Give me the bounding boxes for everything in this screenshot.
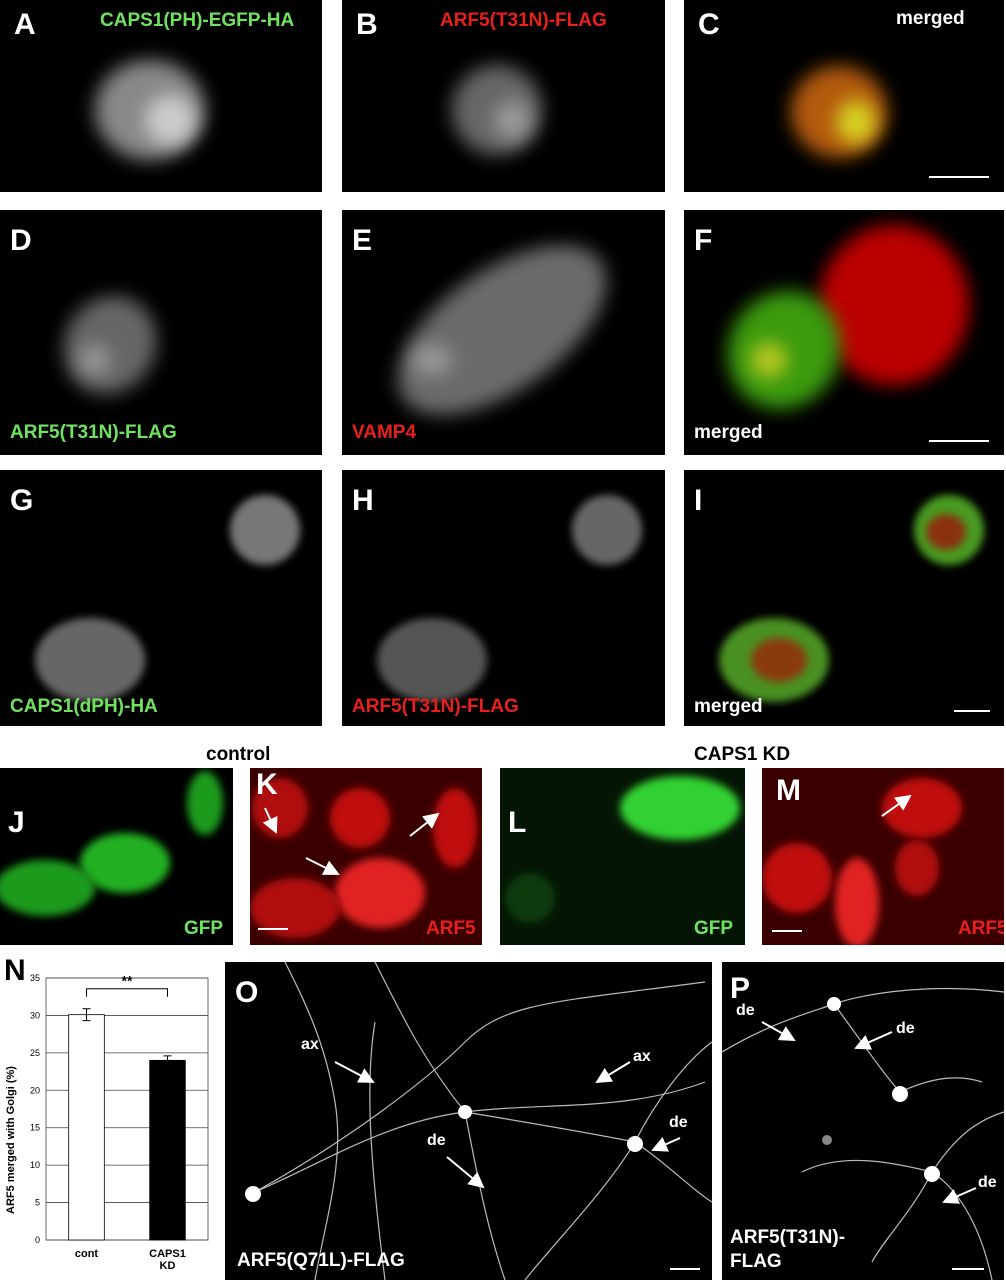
scale-bar — [670, 1268, 700, 1270]
error-bar — [163, 1055, 172, 1066]
panel-l: L GFP — [500, 768, 745, 945]
scale-bar — [772, 930, 802, 932]
panel-label: GFP — [694, 918, 734, 939]
micrograph — [762, 778, 962, 945]
micrograph — [377, 495, 642, 702]
panel-letter: H — [352, 484, 374, 517]
micrograph — [791, 66, 887, 158]
micrograph — [719, 495, 984, 702]
panel-i: I merged — [684, 470, 1004, 726]
panel-label: ARF5(T31N)-FLAG — [352, 696, 519, 717]
group-label: CAPS1 KD — [694, 744, 791, 765]
panel-m: M ARF5 — [762, 768, 1004, 945]
scale-bar — [952, 1268, 984, 1270]
panel-d: D ARF5(T31N)-FLAG — [0, 210, 322, 455]
panel-o: ax ax de de O ARF5(Q71L)-FLAG — [225, 962, 712, 1280]
group-label: control — [206, 744, 271, 765]
y-tick-label: 25 — [30, 1048, 40, 1058]
x-tick-label: CAPS1 KD — [149, 1248, 186, 1272]
panel-letter: F — [694, 224, 713, 257]
panel-c: C merged — [684, 0, 1004, 192]
micrograph — [0, 771, 223, 916]
scale-bar — [929, 176, 989, 178]
y-tick-label: 0 — [35, 1235, 40, 1245]
micrograph — [245, 962, 712, 1280]
micrograph — [452, 65, 542, 155]
panel-f: F merged — [684, 210, 1004, 455]
y-tick-label: 20 — [30, 1085, 40, 1095]
y-axis-label: ARF5 merged with Golgi (%) — [5, 1066, 17, 1214]
panel-n: N ARF5 merged with Golgi (%) 0 5 10 15 20 25 3… — [0, 950, 215, 1280]
panel-b: B ARF5(T31N)-FLAG — [342, 0, 665, 192]
panel-letter: G — [10, 484, 34, 517]
bar — [68, 1014, 105, 1241]
annotation: de — [427, 1132, 446, 1149]
panel-letter: J — [8, 806, 25, 839]
panel-k: K ARF5 — [250, 768, 482, 945]
panel-p: de de de P ARF5(T31N)-FLAG — [722, 962, 1004, 1280]
bar — [149, 1059, 186, 1241]
panel-g: G CAPS1(dPH)-HA — [0, 470, 322, 726]
micrograph — [35, 495, 300, 702]
panel-a: A CAPS1(PH)-EGFP-HA — [0, 0, 322, 192]
significance-label: ** — [122, 973, 133, 989]
panel-label: ARF5(T31N)-FLAG — [10, 422, 177, 443]
annotation: ax — [633, 1048, 651, 1065]
micrograph — [95, 60, 205, 160]
panel-label: merged — [694, 696, 763, 717]
error-bar — [82, 1008, 91, 1022]
panel-label: VAMP4 — [352, 422, 417, 443]
annotation: de — [669, 1114, 688, 1131]
annotation: de — [736, 1002, 755, 1019]
panel-label: ARF5 — [426, 918, 476, 939]
panel-letter: L — [508, 806, 527, 839]
panel-label: ARF5(T31N)-FLAG — [730, 1227, 846, 1272]
y-tick-label: 15 — [30, 1123, 40, 1133]
scale-bar — [954, 710, 990, 712]
panel-e: E VAMP4 — [342, 210, 665, 455]
annotation: de — [896, 1020, 915, 1037]
panel-letter: D — [10, 224, 32, 257]
panel-label: merged — [896, 8, 965, 29]
y-tick-label: 10 — [30, 1160, 40, 1170]
annotation: ax — [301, 1036, 319, 1053]
plot-frame — [45, 977, 209, 1241]
panel-letter: M — [776, 774, 801, 807]
panel-letter: B — [356, 8, 378, 41]
panel-letter: E — [352, 224, 373, 257]
micrograph — [250, 778, 477, 938]
chart: ARF5 merged with Golgi (%) 0 5 10 15 20 25 30 3… — [5, 973, 209, 1245]
y-tick-label: 30 — [30, 1010, 40, 1020]
panel-label: merged — [694, 422, 763, 443]
micrograph — [727, 225, 969, 409]
scale-bar — [929, 440, 989, 442]
y-tick-label: 5 — [35, 1198, 40, 1208]
micrograph — [63, 296, 157, 394]
panel-letter: K — [256, 768, 278, 801]
panel-label: ARF5(T31N)-FLAG — [440, 10, 607, 31]
panel-label: ARF5(Q71L)-FLAG — [237, 1250, 405, 1271]
panel-letter: P — [730, 972, 751, 1005]
x-tick-label: cont — [74, 1248, 99, 1260]
panel-label: ARF5 — [958, 918, 1004, 939]
panel-letter: O — [235, 976, 259, 1009]
micrograph — [397, 245, 607, 415]
y-tick-label: 35 — [30, 973, 40, 983]
micrograph — [505, 776, 740, 923]
panel-letter: I — [694, 484, 703, 517]
panel-letter: C — [698, 8, 720, 41]
panel-letter: N — [4, 954, 26, 987]
panel-label: GFP — [184, 918, 224, 939]
annotation: de — [978, 1174, 997, 1191]
panel-label: CAPS1(PH)-EGFP-HA — [100, 10, 295, 31]
panel-letter: A — [14, 8, 36, 41]
panel-j: J GFP — [0, 768, 233, 945]
significance-bracket — [86, 988, 168, 997]
panel-h: H ARF5(T31N)-FLAG — [342, 470, 665, 726]
micrograph — [722, 987, 1004, 1280]
panel-label: CAPS1(dPH)-HA — [10, 696, 158, 717]
scale-bar — [258, 928, 288, 930]
